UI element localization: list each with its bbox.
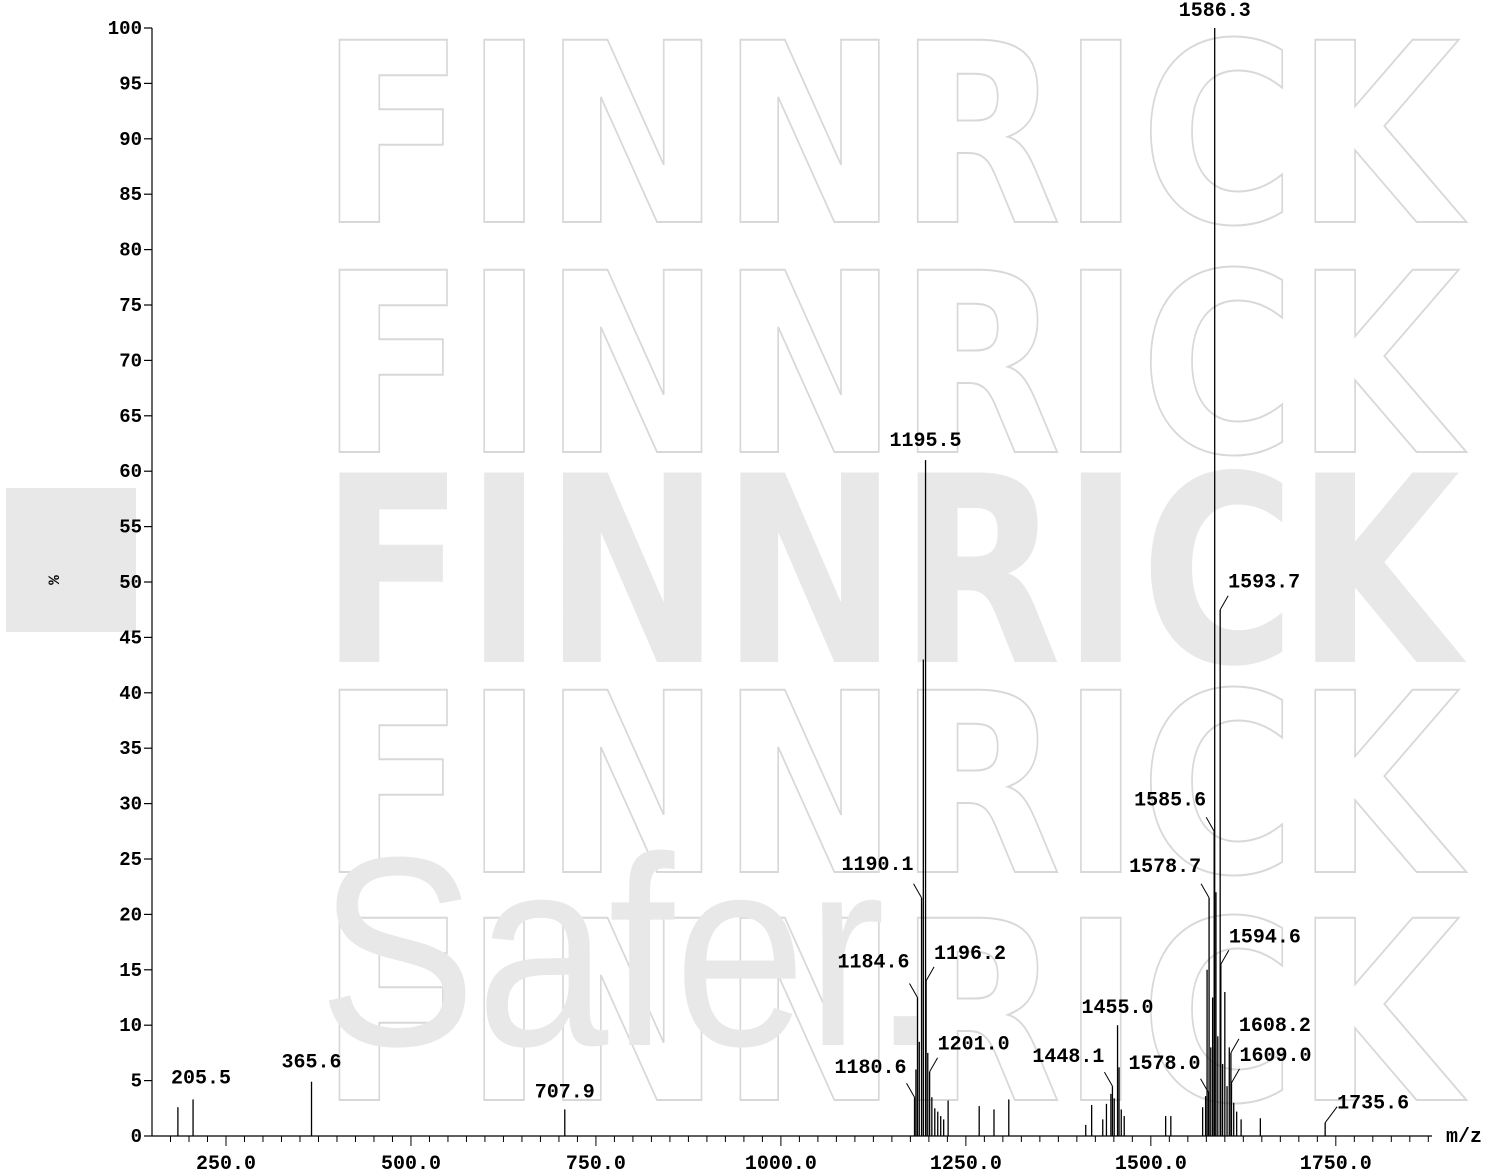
peaks xyxy=(177,28,1326,1136)
watermark-row-2: FINNRICK xyxy=(320,220,1467,511)
peak-label-leader xyxy=(913,883,922,899)
peak-label: 1578.0 xyxy=(1129,1053,1201,1076)
y-tick-label: 90 xyxy=(119,129,142,151)
x-tick-label: 1000.0 xyxy=(745,1153,817,1176)
peak-label: 1195.5 xyxy=(890,430,962,453)
peak-label: 1586.3 xyxy=(1179,0,1251,23)
y-tick-label: 85 xyxy=(119,184,142,206)
peak-label-leader xyxy=(1219,595,1229,610)
y-tick-label: 40 xyxy=(119,683,142,705)
peak-label-leader xyxy=(1220,950,1230,965)
y-tick-label: 15 xyxy=(119,960,142,982)
y-tick-label: 30 xyxy=(119,794,142,816)
x-axis-label: m/z xyxy=(1446,1126,1482,1149)
y-tick-label: 95 xyxy=(119,73,142,95)
peak-label-leader xyxy=(909,983,918,998)
watermark-row-3-solid: FINNRICK xyxy=(320,422,1468,724)
peak-label: 1609.0 xyxy=(1239,1045,1311,1068)
peak-label: 1196.2 xyxy=(934,943,1006,966)
y-tick-label: 100 xyxy=(108,18,142,40)
y-tick-label: 45 xyxy=(119,627,142,649)
peak-label: 365.6 xyxy=(282,1052,342,1075)
y-tick-label: 25 xyxy=(119,849,142,871)
watermark-side-band xyxy=(6,488,136,632)
peak-label: 1593.7 xyxy=(1228,572,1300,595)
x-tick-label: 1250.0 xyxy=(930,1153,1002,1176)
x-tick-label: 250.0 xyxy=(196,1153,256,1176)
y-tick-label: 35 xyxy=(119,738,142,760)
y-tick-label: 70 xyxy=(119,350,142,372)
peak-label-leader xyxy=(1231,1068,1240,1084)
x-tick-label: 750.0 xyxy=(566,1153,626,1176)
peak-label: 1735.6 xyxy=(1337,1093,1409,1116)
y-tick-label: 80 xyxy=(119,240,142,262)
peak-label-leader xyxy=(1324,1106,1338,1124)
peak-label: 1190.1 xyxy=(842,854,914,877)
peak-label: 1608.2 xyxy=(1239,1015,1311,1038)
peak-label: 205.5 xyxy=(171,1067,231,1090)
peak-label: 1578.7 xyxy=(1129,856,1201,879)
x-tick-label: 500.0 xyxy=(381,1153,441,1176)
x-tick-label: 1750.0 xyxy=(1300,1153,1372,1176)
peak-label-leader xyxy=(1104,1071,1113,1087)
peak-label-leader xyxy=(925,966,935,982)
peak-label-leader xyxy=(1200,1078,1209,1094)
peak-label: 1184.6 xyxy=(837,952,909,975)
y-ticks: 0 5 10 15 20 25 30 35 40 45 50 55 60 65 70 75 80 85 90 95 10… xyxy=(108,18,152,1148)
watermark-row-5: FINNRICK xyxy=(320,868,1467,1159)
y-tick-label: 60 xyxy=(119,461,142,483)
peak-label: 1585.6 xyxy=(1134,789,1206,812)
peak-label: 1455.0 xyxy=(1082,997,1154,1020)
peak-label: 707.9 xyxy=(535,1081,595,1104)
y-tick-label: 5 xyxy=(131,1071,142,1093)
y-tick-label: 20 xyxy=(119,904,142,926)
y-tick-label: 55 xyxy=(119,517,142,539)
x-tick-label: 1500.0 xyxy=(1115,1153,1187,1176)
peak-label: 1180.6 xyxy=(835,1057,907,1080)
peak-label-leader xyxy=(1200,883,1210,899)
finnrick-watermark: FINNRICK FINNRICK FINNRICK FINNRICK FINN… xyxy=(6,0,1468,1160)
peak-label: 1448.1 xyxy=(1032,1046,1104,1069)
watermark-safer: Safer. xyxy=(318,802,938,1103)
peak-label-leader xyxy=(1230,1038,1240,1054)
y-tick-label: 50 xyxy=(119,572,142,594)
peak-label-leader xyxy=(906,1082,915,1098)
peak-labels: 205.5 365.6 707.9 1180.6 1184.6 1190.1 1195.5 1… xyxy=(171,0,1409,1124)
peak-label-leader xyxy=(1205,817,1215,832)
watermark-row-1: FINNRICK xyxy=(320,0,1467,281)
peak-label: 1201.0 xyxy=(938,1034,1010,1057)
y-tick-label: 0 xyxy=(131,1126,142,1148)
y-tick-label: 10 xyxy=(119,1015,142,1037)
x-ticks: 250.0 500.0 750.0 1000.0 1250.0 1500.0 1750.0 xyxy=(169,1136,1429,1176)
y-tick-label: 75 xyxy=(119,295,142,317)
peak-label: 1594.6 xyxy=(1229,926,1301,949)
axes: 0 5 10 15 20 25 30 35 40 45 50 55 60 65 70 75 80 85 90 95 10… xyxy=(46,18,1482,1176)
y-axis-label: % xyxy=(46,575,64,585)
peak-label-leader xyxy=(929,1057,939,1072)
watermark-row-4: FINNRICK xyxy=(320,640,1467,931)
y-tick-label: 65 xyxy=(119,406,142,428)
